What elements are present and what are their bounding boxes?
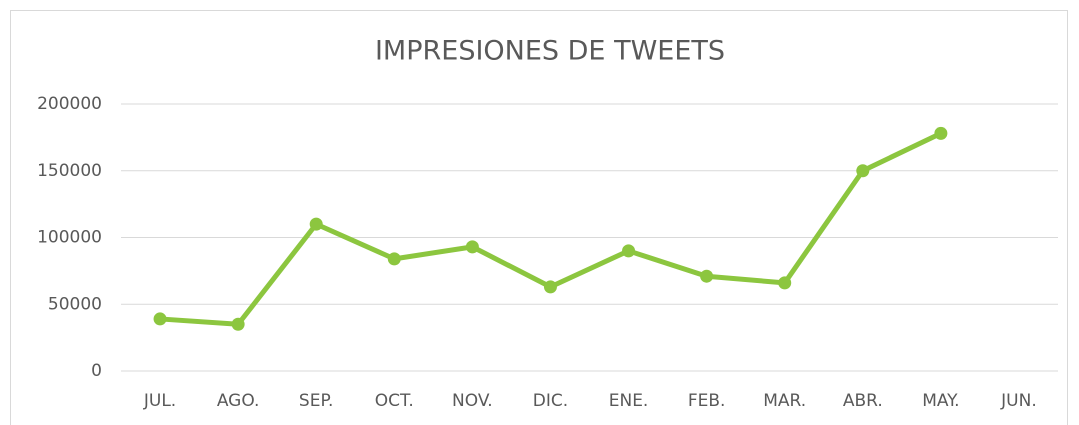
- y-tick-label: 150000: [37, 161, 102, 181]
- x-tick-label: DIC.: [533, 391, 568, 411]
- y-tick-label: 100000: [37, 228, 102, 248]
- y-tick-label: 0: [91, 361, 102, 381]
- data-point: [700, 269, 714, 283]
- chart-title: IMPRESIONES DE TWEETS: [375, 36, 725, 67]
- y-tick-label: 200000: [37, 94, 102, 114]
- data-point: [622, 244, 636, 258]
- x-tick-label: JUL.: [143, 391, 176, 411]
- chart-border: [10, 10, 1068, 425]
- x-tick-label: ABR.: [843, 391, 883, 411]
- x-tick-label: OCT.: [375, 391, 414, 411]
- x-tick-label: NOV.: [452, 391, 493, 411]
- x-tick-label: MAR.: [763, 391, 806, 411]
- x-tick-label: SEP.: [299, 391, 334, 411]
- x-tick-label: ENE.: [609, 391, 649, 411]
- x-tick-label: MAY.: [922, 391, 959, 411]
- data-point: [387, 252, 401, 266]
- y-tick-label: 50000: [48, 294, 102, 314]
- data-point: [934, 126, 948, 140]
- data-point: [778, 276, 792, 290]
- x-tick-label: FEB.: [688, 391, 726, 411]
- data-point: [153, 312, 167, 326]
- data-point: [543, 280, 557, 294]
- x-tick-label: JUN.: [1000, 391, 1037, 411]
- data-point: [309, 217, 323, 231]
- data-point: [465, 240, 479, 254]
- data-point: [231, 317, 245, 331]
- x-tick-label: AGO.: [217, 391, 260, 411]
- data-point: [856, 164, 870, 178]
